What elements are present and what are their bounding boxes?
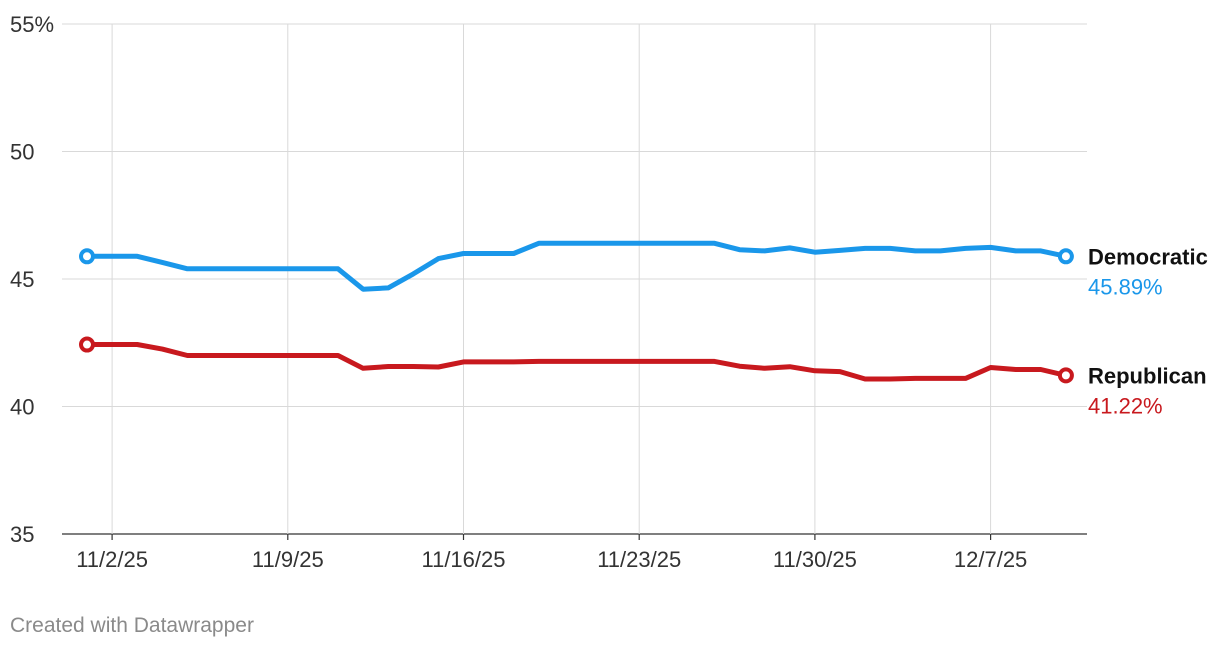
series-lines: [79, 240, 1074, 384]
series-line-republican: [84, 342, 1069, 382]
y-tick-label: 50: [10, 140, 34, 165]
series-end-point: [1057, 248, 1074, 265]
grid: [62, 23, 1087, 535]
x-tick-label: 11/30/25: [773, 547, 857, 572]
series-value-label: 41.22%: [1088, 393, 1163, 418]
series-name-label: Democratic: [1088, 244, 1208, 269]
y-tick-label: 55%: [10, 12, 54, 37]
y-tick-label: 40: [10, 395, 34, 420]
series-start-point: [79, 336, 95, 353]
series-value-label: 45.89%: [1088, 274, 1163, 299]
x-tick-label: 12/7/25: [954, 547, 1027, 572]
x-tick-label: 11/23/25: [597, 547, 681, 572]
series-end-point: [1057, 367, 1074, 384]
series-labels: Democratic 45.89% Republican 41.22%: [1088, 244, 1208, 418]
series-line-democratic: [84, 240, 1069, 292]
x-tick-label: 11/16/25: [421, 547, 505, 572]
x-tick-label: 11/2/25: [76, 547, 148, 572]
series-start-point: [79, 248, 95, 265]
x-tick-label: 11/9/25: [252, 547, 324, 572]
y-tick-label: 45: [10, 267, 34, 292]
credit-text: Created with Datawrapper: [10, 614, 254, 637]
y-axis: 55% 50 45 40 35: [10, 12, 54, 547]
y-tick-label: 35: [10, 522, 34, 547]
series-name-label: Republican: [1088, 363, 1207, 388]
x-axis: 11/2/25 11/9/25 11/16/25 11/23/25 11/30/25 12…: [76, 534, 1027, 572]
